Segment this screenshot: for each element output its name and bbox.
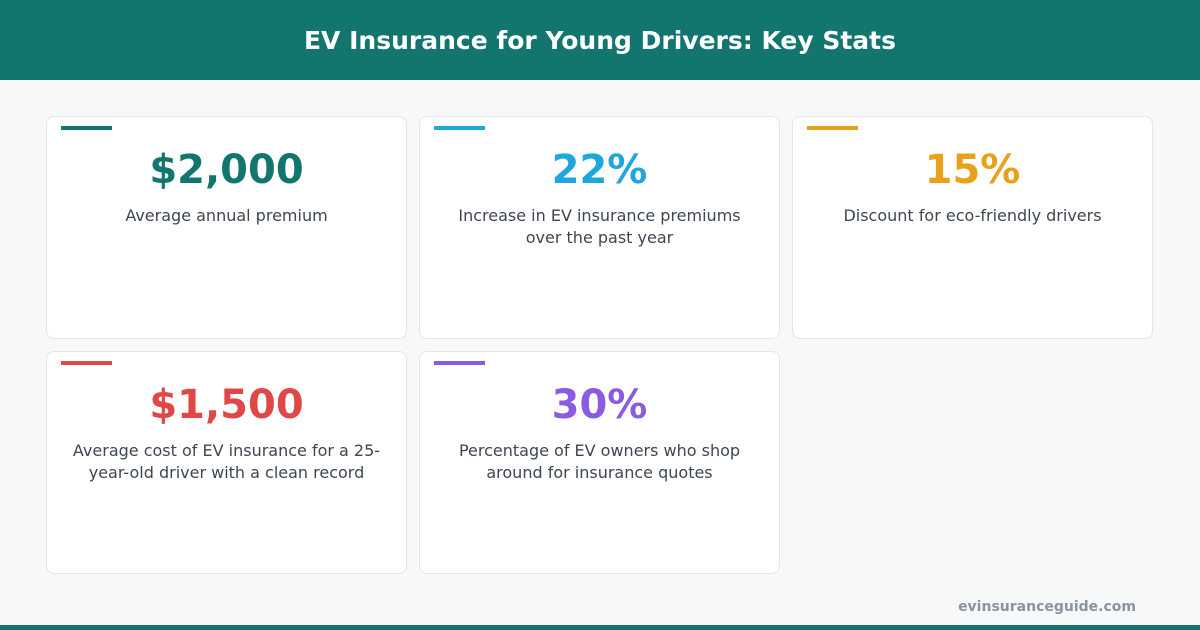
stat-card: $2,000 Average annual premium: [46, 116, 407, 339]
stat-value: 22%: [551, 147, 648, 193]
source: evinsuranceguide.com: [958, 599, 1136, 615]
stat-label: Percentage of EV owners who shop around …: [458, 441, 741, 482]
stat-label: Discount for eco-friendly drivers: [843, 206, 1102, 225]
stat-card: 22% Increase in EV insurance premiums ove…: [419, 116, 780, 339]
stat-label: Average annual premium: [125, 206, 328, 225]
accent-bar: [434, 361, 485, 365]
header: EV Insurance for Young Drivers: Key Stat…: [0, 0, 1200, 80]
accent-bar: [61, 126, 112, 130]
stat-value: $1,500: [149, 382, 304, 428]
bottom-strip: [0, 625, 1200, 630]
stat-value: $2,000: [149, 147, 304, 193]
stat-label: Average cost of EV insurance for a 25-ye…: [72, 441, 381, 482]
title: EV Insurance for Young Drivers: Key Stat…: [303, 25, 896, 55]
stat-card: 30% Percentage of EV owners who shop arou…: [419, 351, 780, 574]
stat-card: 15% Discount for eco-friendly drivers: [792, 116, 1153, 339]
stat-value: 15%: [924, 147, 1021, 193]
accent-bar: [434, 126, 485, 130]
stat-card: $1,500 Average cost of EV insurance for a…: [46, 351, 407, 574]
accent-bar: [61, 361, 112, 365]
accent-bar: [807, 126, 858, 130]
stat-label: Increase in EV insurance premiums over t…: [458, 206, 741, 247]
stat-value: 30%: [551, 382, 648, 428]
